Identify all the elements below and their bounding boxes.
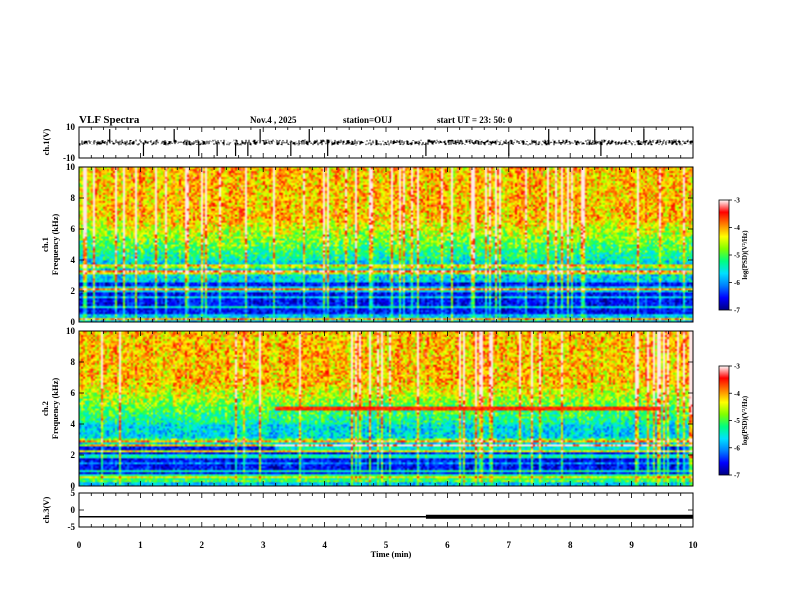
ch1-spectrogram-ylabel-frequency: Frequency (kHz) bbox=[50, 214, 60, 276]
ch2-colorbar: -3 -4 -5 -6 -7 log(PSD)(V²/Hz) bbox=[718, 363, 749, 480]
ch2-spectrogram-image bbox=[79, 331, 693, 486]
ch1-waveform-panel: 10 -10 ch.1(V) bbox=[41, 122, 694, 163]
x-tick-label: 7 bbox=[507, 540, 512, 550]
ch3-waveform-frame bbox=[78, 492, 694, 528]
colorbar-tick-label: -3 bbox=[734, 363, 740, 371]
colorbar-scale bbox=[718, 199, 730, 311]
colorbar-label: log(PSD)(V²/Hz) bbox=[741, 395, 749, 445]
ch2-spectrogram-ytick-label: 10 bbox=[66, 326, 76, 336]
figure-title: VLF Spectra bbox=[79, 114, 140, 126]
ch1-spectrogram-ytick-label: 2 bbox=[71, 286, 76, 296]
colorbar-tick-label: -4 bbox=[734, 390, 740, 398]
ch2-spectrogram-panel: 0 2 4 6 8 10 ch.2 Frequency (kHz) bbox=[40, 326, 694, 491]
time-axis: 0 1 2 3 4 5 6 7 8 9 10 bbox=[77, 540, 698, 550]
ch2-spectrogram-ytick-label: 6 bbox=[71, 388, 76, 398]
ch1-spectrogram-ytick-label: 6 bbox=[71, 224, 76, 234]
start-time-label: start UT = 23: 50: 0 bbox=[437, 115, 513, 125]
x-axis-label: Time (min) bbox=[371, 549, 412, 559]
ch1-waveform-ytick-label: 10 bbox=[66, 122, 76, 132]
ch3-waveform-ylabel: ch.3(V) bbox=[41, 496, 51, 523]
ch3-waveform-ytick-label: 5 bbox=[71, 488, 76, 498]
ch2-spectrogram-ytick-label: 4 bbox=[71, 419, 76, 429]
ch1-spectrogram-panel: 0 2 4 6 8 10 ch.1 Frequency (kHz) bbox=[40, 162, 694, 327]
x-tick-label: 0 bbox=[77, 540, 82, 550]
ch2-spectrogram-ytick-label: 8 bbox=[71, 357, 76, 367]
colorbar-tick-label: -5 bbox=[734, 252, 740, 260]
colorbar-tick-label: -6 bbox=[734, 444, 740, 452]
ch1-spectrogram-ytick-label: 8 bbox=[71, 193, 76, 203]
x-tick-label: 3 bbox=[261, 540, 266, 550]
colorbar-tick-label: -4 bbox=[734, 224, 740, 232]
x-tick-label: 2 bbox=[200, 540, 205, 550]
x-tick-label: 4 bbox=[322, 540, 327, 550]
colorbar-scale bbox=[718, 365, 730, 476]
colorbar-label: log(PSD)(V²/Hz) bbox=[741, 230, 749, 280]
x-tick-label: 6 bbox=[445, 540, 450, 550]
colorbar-tick-label: -7 bbox=[734, 307, 740, 315]
ch1-colorbar: -3 -4 -5 -6 -7 log(PSD)(V²/Hz) bbox=[718, 197, 749, 315]
ch1-waveform-ytick-label: -10 bbox=[63, 153, 75, 163]
colorbar-tick-label: -3 bbox=[734, 197, 740, 205]
colorbar-tick-label: -7 bbox=[734, 472, 740, 480]
ch2-spectrogram-ytick-label: 2 bbox=[71, 450, 76, 460]
colorbar-tick-label: -5 bbox=[734, 417, 740, 425]
ch1-spectrogram-image bbox=[79, 167, 693, 322]
colorbar-tick-label: -6 bbox=[734, 279, 740, 287]
ch2-spectrogram-ylabel-frequency: Frequency (kHz) bbox=[50, 378, 60, 440]
date-label: Nov.4 , 2025 bbox=[250, 115, 297, 125]
x-tick-label: 8 bbox=[568, 540, 573, 550]
ch1-spectrogram-ytick-label: 0 bbox=[71, 317, 76, 327]
ch1-spectrogram-ytick-label: 4 bbox=[71, 255, 76, 265]
ch3-waveform-panel: 5 0 -5 ch.3(V) bbox=[41, 488, 694, 532]
x-tick-label: 1 bbox=[138, 540, 143, 550]
x-tick-label: 5 bbox=[384, 540, 389, 550]
x-tick-label: 9 bbox=[629, 540, 634, 550]
ch1-waveform-trace bbox=[78, 139, 694, 146]
ch1-spectrogram-ytick-label: 10 bbox=[66, 162, 76, 172]
ch2-spectrogram-ylabel-channel: ch.2 bbox=[40, 401, 50, 416]
station-label: station=OUJ bbox=[343, 115, 393, 125]
ch3-waveform-ytick-label: -5 bbox=[68, 522, 76, 532]
ch1-waveform-ylabel: ch.1(V) bbox=[41, 128, 51, 155]
ch1-spectrogram-ylabel-channel: ch.1 bbox=[40, 237, 50, 252]
ch3-waveform-ytick-label: 0 bbox=[71, 505, 76, 515]
x-tick-label: 10 bbox=[689, 540, 699, 550]
ch2-spectrogram-ytick-label: 0 bbox=[71, 481, 76, 491]
